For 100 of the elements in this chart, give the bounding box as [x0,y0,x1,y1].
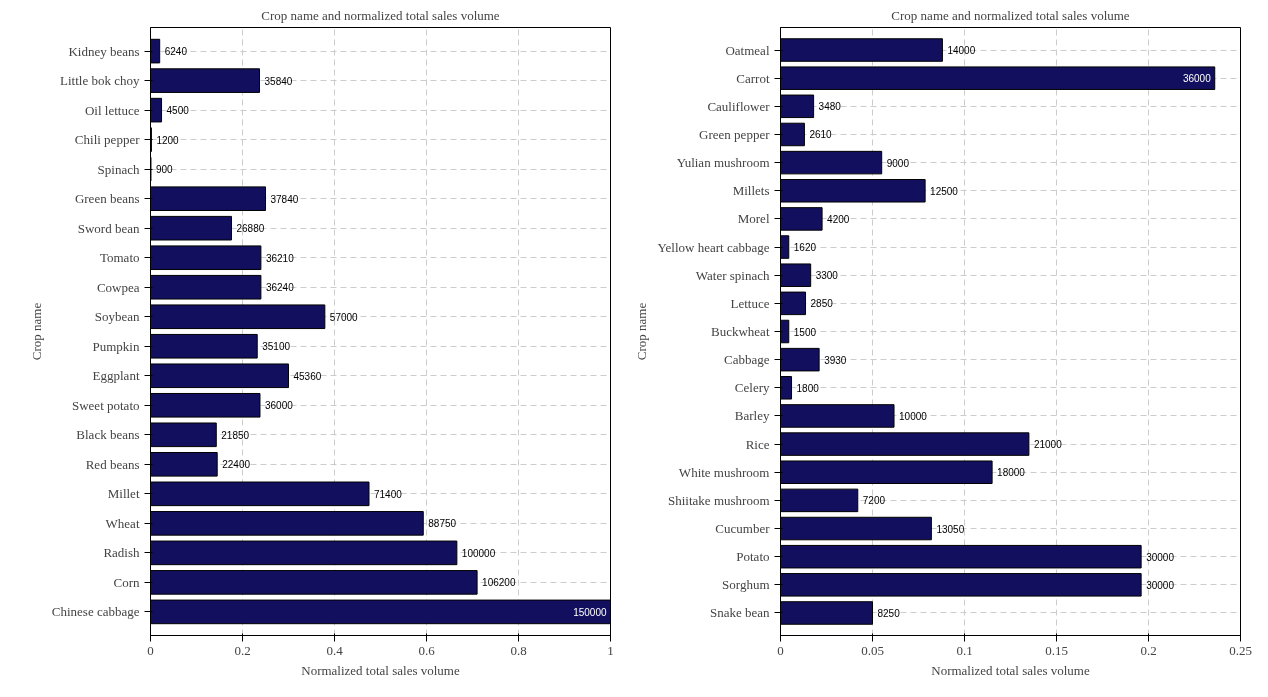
y-tick-label: Sweet potato [71,397,140,413]
y-tick-label: Yellow heart cabbage [657,239,770,255]
annotation: 12500 [930,185,959,197]
x-tick-label: 0.2 [1140,642,1157,658]
annotation: 21850 [221,429,250,441]
y-tick-label: Rice [745,436,770,452]
annotation: 2850 [810,298,834,310]
y-tick-label: Eggplant [92,368,140,384]
y-tick-label: Radish [103,545,140,561]
x-tick-label: 0.05 [861,642,884,658]
y-tick-label: Corn [113,574,140,590]
x-tick-label: 0.2 [234,642,251,658]
y-tick-label: Little bok choy [60,73,140,89]
y-tick-label: Pumpkin [92,338,140,354]
y-tick-label: Green beans [74,191,140,207]
x-tick-label: 0.8 [510,642,527,658]
annotation: 100000 [461,547,496,559]
annotation: 36000 [264,400,294,412]
y-tick-label: Chinese cabbage [51,604,140,620]
chart-title: Crop name and normalized total sales volume [261,7,500,23]
y-tick-label: Spinach [97,161,140,177]
annotation: 22400 [222,459,251,471]
x-tick-label: 0.6 [418,642,436,658]
annotation: 4500 [166,105,190,117]
y-tick-label: Cucumber [715,521,771,537]
y-axis-title: Crop name [28,302,44,361]
x-axis-title: Normalized total sales volume [301,662,460,678]
y-tick-label: White mushroom [678,464,770,480]
y-tick-label: Potato [736,549,770,565]
annotation: 45360 [293,370,322,382]
y-tick-label: Sword bean [77,220,140,236]
annotation: 57000 [329,311,359,323]
y-tick-label: Oil lettuce [84,102,140,118]
annotation: 21000 [1033,439,1063,451]
y-tick-label: Water spinach [695,267,770,283]
annotation: 37840 [270,193,299,205]
annotation: 900 [155,164,174,176]
y-tick-label: Black beans [76,427,140,443]
y-tick-label: Soybean [94,309,140,325]
annotation: 2610 [809,129,833,141]
annotation: 14000 [947,45,976,57]
y-tick-label: Kidney beans [68,43,140,59]
y-tick-label: Cabbage [724,352,770,368]
y-tick-label: Yulian mushroom [676,155,770,171]
annotation: 30000 [1146,579,1175,591]
x-tick-label: 1 [607,642,614,658]
annotation: 8250 [877,607,901,619]
x-tick-label: 0 [777,642,784,658]
y-tick-label: Buckwheat [711,324,770,339]
annotation: 3930 [824,354,847,366]
annotation: 6240 [164,46,188,58]
annotation: 30000 [1146,551,1175,563]
annotation: 106200 [482,577,516,589]
y-tick-label: Shiitake mushroom [668,492,770,508]
y-tick-label: Morel [737,211,770,227]
x-tick-label: 0.25 [1229,642,1252,658]
annotation: 4200 [827,213,850,225]
x-tick-label: 0.4 [326,642,344,658]
annotation: 1800 [796,382,820,394]
annotation: 18000 [997,467,1026,479]
y-tick-label: Chili pepper [74,132,141,148]
annotation: 7200 [862,495,886,507]
y-tick-label: Celery [734,380,770,396]
y-tick-label: Red beans [85,456,140,472]
annotation: 1500 [793,326,817,338]
annotation: 35840 [264,75,293,87]
annotation: 88750 [428,518,457,530]
annotation: 26880 [236,223,265,235]
y-tick-label: Millet [107,486,140,502]
y-axis-title: Crop name [634,302,650,361]
y-tick-label: Carrot [736,70,770,86]
annotation: 10000 [899,410,928,422]
y-tick-label: Lettuce [730,295,770,311]
y-tick-label: Sorghum [722,577,770,593]
annotation: 3300 [815,270,839,282]
chart-title: Crop name and normalized total sales volume [891,7,1130,23]
annotation: 150000 [573,606,607,618]
y-tick-label: Tomato [99,250,140,266]
y-tick-label: Green pepper [699,126,771,142]
y-tick-label: Oatmeal [725,42,770,58]
y-tick-label: Millets [732,183,770,199]
x-tick-label: 0 [147,642,154,658]
x-tick-label: 0.1 [956,642,973,658]
x-axis-title: Normalized total sales volume [931,662,1090,678]
x-tick-label: 0.15 [1045,642,1068,658]
annotation: 71400 [374,488,403,500]
y-tick-label: Cowpea [96,279,140,295]
annotation: 3480 [818,101,842,113]
annotation: 1620 [793,242,817,254]
annotation: 36240 [265,282,295,294]
annotation: 13050 [936,523,965,535]
y-tick-label: Snake bean [709,605,770,621]
y-tick-label: Barley [734,408,770,424]
annotation: 36210 [265,252,295,264]
annotation: 36000 [1182,73,1212,85]
annotation: 1200 [156,134,180,146]
annotation: 35100 [262,341,291,353]
annotation: 9000 [886,157,910,169]
y-tick-label: Wheat [105,515,140,531]
y-tick-label: Cauliflower [707,98,771,114]
